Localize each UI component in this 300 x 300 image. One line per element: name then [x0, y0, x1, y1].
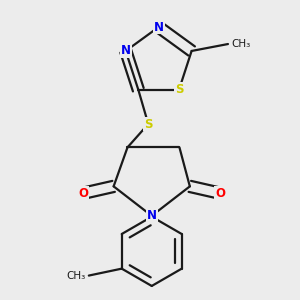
Text: N: N [121, 44, 131, 58]
Text: CH₃: CH₃ [66, 271, 86, 281]
Text: N: N [147, 209, 157, 222]
Text: O: O [215, 187, 225, 200]
Text: S: S [175, 83, 183, 96]
Text: S: S [144, 118, 152, 130]
Text: CH₃: CH₃ [231, 39, 251, 49]
Text: N: N [154, 20, 164, 34]
Text: O: O [78, 187, 88, 200]
